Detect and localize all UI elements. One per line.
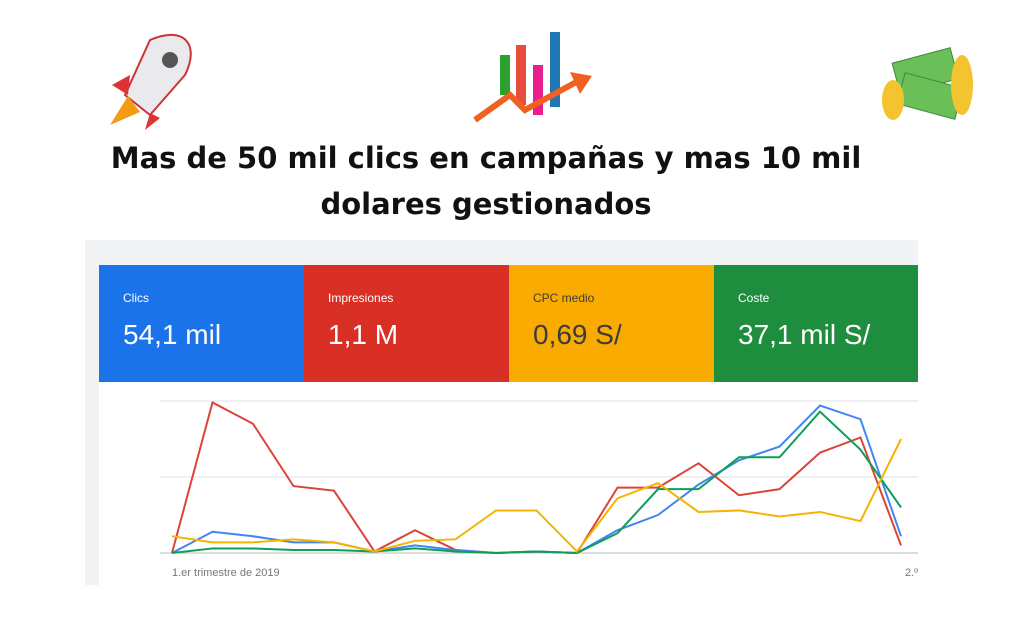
metric-card: Impresiones 1,1 M bbox=[304, 265, 509, 382]
plot bbox=[171, 401, 902, 555]
money-icon bbox=[882, 47, 973, 120]
x-tick-label: 1.er trimestre de 2019 bbox=[172, 567, 280, 579]
metric-card: Clics 54,1 mil bbox=[99, 265, 304, 382]
card-value: 1,1 M bbox=[328, 319, 398, 350]
headline: Mas de 50 mil clics en campañas y mas 10… bbox=[111, 141, 862, 221]
card-value: 37,1 mil S/ bbox=[738, 319, 870, 350]
card-background bbox=[509, 265, 714, 382]
card-value: 54,1 mil bbox=[123, 319, 221, 350]
metric-card: CPC medio 0,69 S/ bbox=[509, 265, 714, 382]
card-background bbox=[99, 265, 304, 382]
card-label: CPC medio bbox=[533, 291, 595, 305]
cards: Clics 54,1 mil Impresiones 1,1 M CPC medio 0,… bbox=[99, 265, 918, 382]
metric-card: Coste 37,1 mil S/ bbox=[714, 265, 918, 382]
series-line bbox=[171, 410, 902, 555]
x-tick-label: 2.º bbox=[905, 567, 918, 579]
headline-line: Mas de 50 mil clics en campañas y mas 10… bbox=[111, 141, 862, 175]
card-background bbox=[714, 265, 918, 382]
headline-line: dolares gestionados bbox=[320, 187, 651, 221]
rocket-icon bbox=[110, 34, 192, 130]
card-label: Impresiones bbox=[328, 291, 393, 305]
card-label: Clics bbox=[123, 291, 149, 305]
card-background bbox=[304, 265, 509, 382]
chart-icon bbox=[473, 32, 592, 123]
card-value: 0,69 S/ bbox=[533, 319, 622, 350]
card-label: Coste bbox=[738, 291, 770, 305]
series-line bbox=[171, 438, 902, 554]
